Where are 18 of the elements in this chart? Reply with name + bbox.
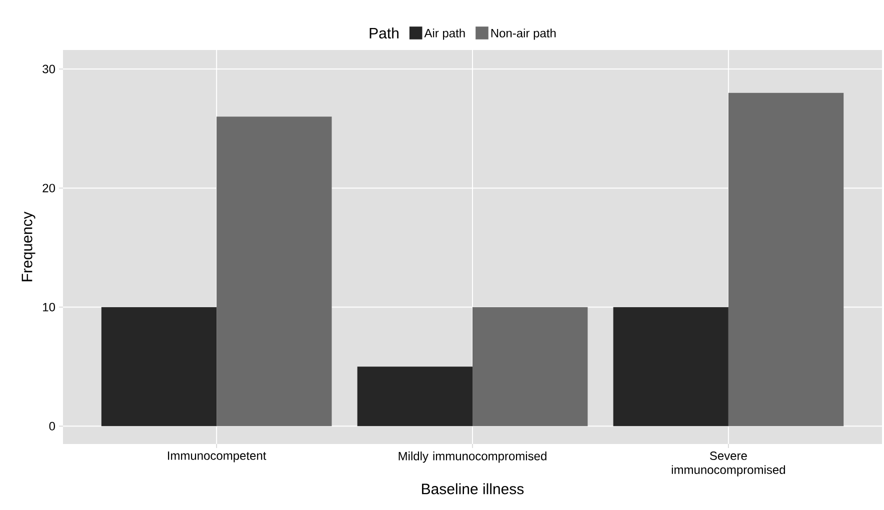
legend-label: Air path: [424, 28, 465, 40]
y-tick-label: 10: [43, 302, 56, 312]
bar: [613, 307, 728, 426]
bar: [728, 92, 844, 426]
y-tick-label: 0: [49, 422, 56, 430]
y-axis-title: Frequency: [22, 212, 36, 282]
bar: [357, 366, 472, 426]
bar: [101, 307, 217, 426]
legend-title: Path: [370, 28, 398, 39]
y-tick-label: 30: [42, 64, 56, 74]
y-tick-label: 20: [42, 184, 56, 192]
bar: [472, 307, 588, 426]
x-axis-title: Baseline illness: [422, 483, 524, 494]
x-tick-label: Mildly immunocompromised: [398, 452, 546, 463]
bar: [216, 116, 332, 426]
x-tick-label: Immunocompetent: [168, 452, 266, 462]
legend-label: Non-air path: [491, 28, 556, 40]
x-tick-label: Severe immunocompromised: [672, 452, 785, 476]
